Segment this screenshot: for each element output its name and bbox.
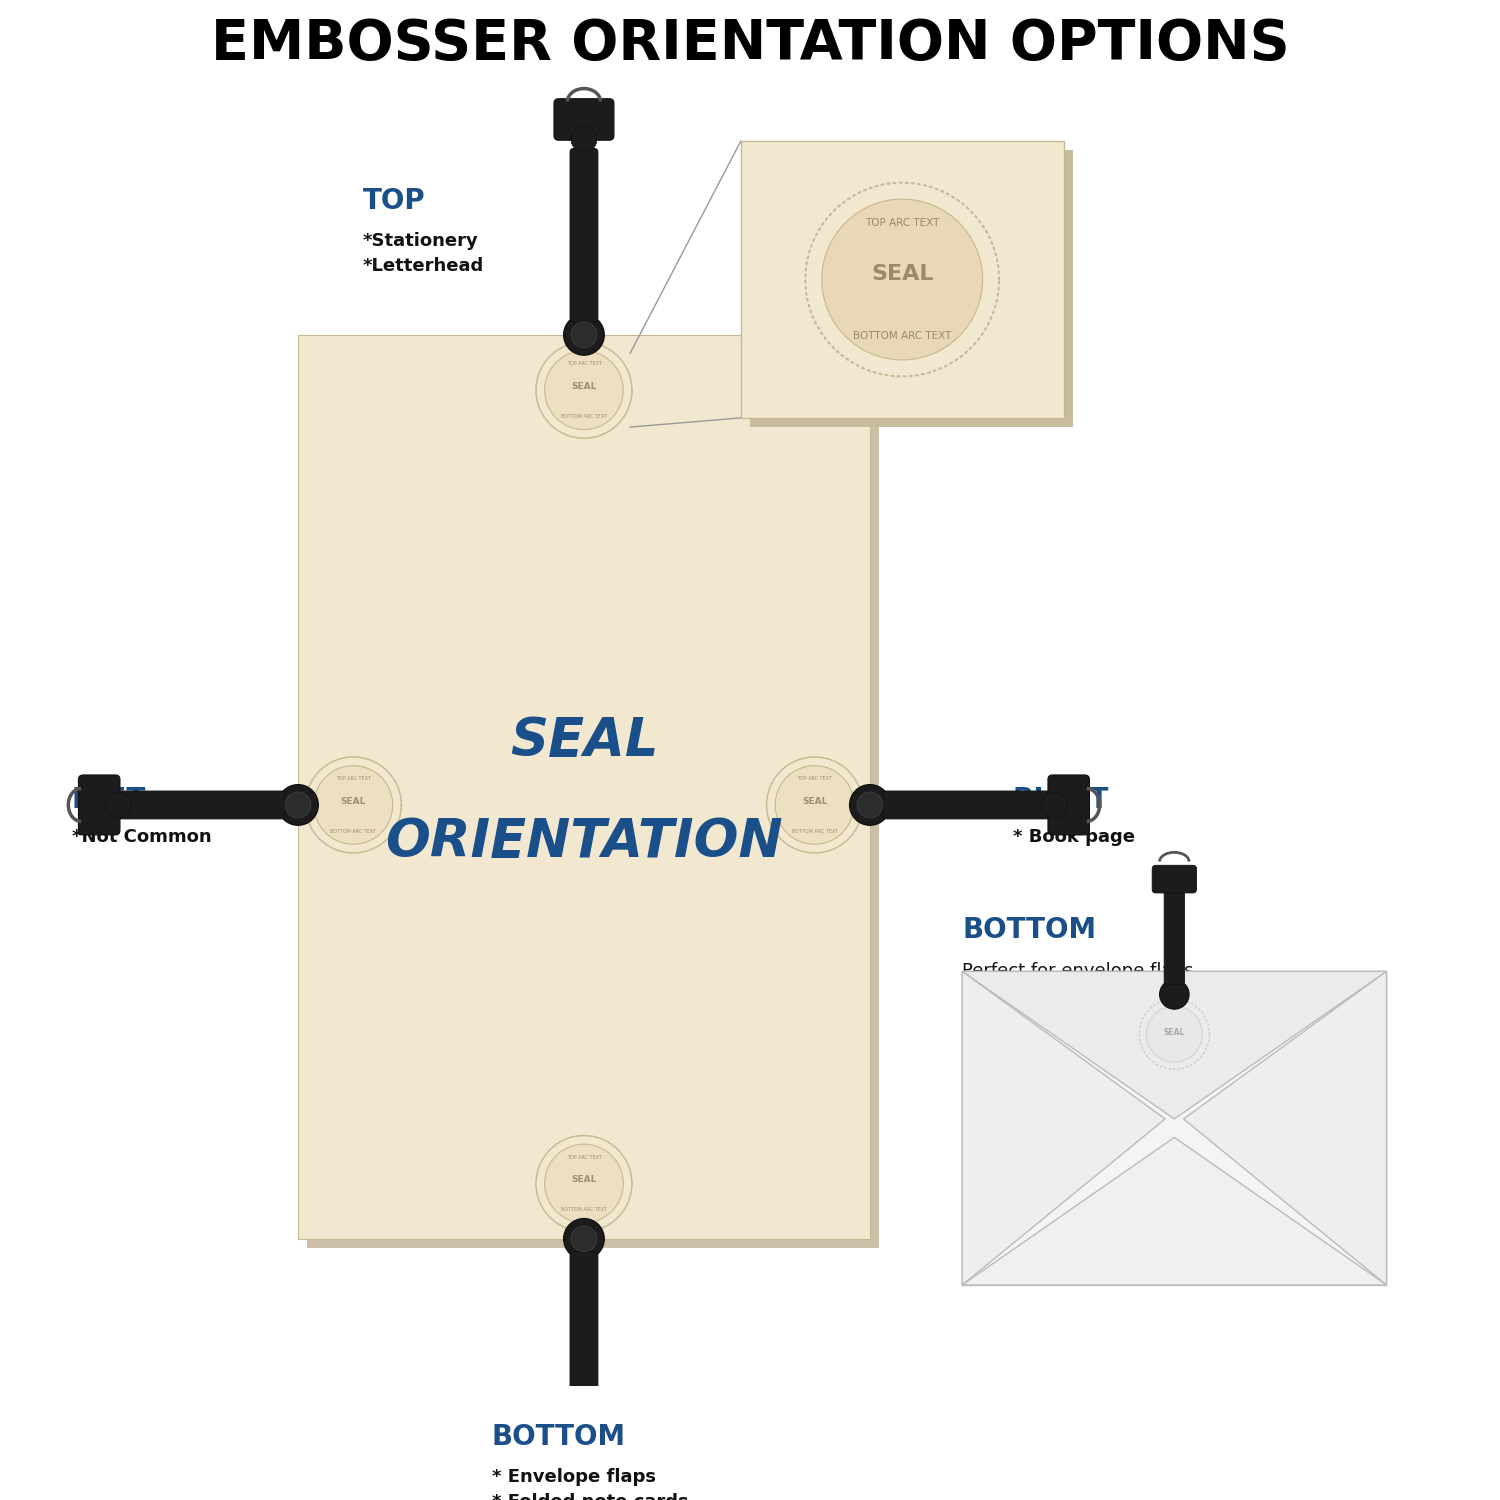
Text: *Stationery
*Letterhead: *Stationery *Letterhead	[363, 231, 484, 274]
FancyBboxPatch shape	[1152, 865, 1197, 892]
Circle shape	[856, 792, 883, 818]
Circle shape	[105, 792, 130, 818]
Circle shape	[572, 1226, 597, 1252]
FancyBboxPatch shape	[741, 141, 1064, 419]
Text: TOP ARC TEXT: TOP ARC TEXT	[336, 776, 370, 782]
Text: TOP ARC TEXT: TOP ARC TEXT	[567, 1155, 602, 1160]
Text: TOP: TOP	[363, 188, 424, 216]
Polygon shape	[962, 1137, 1386, 1286]
Text: BOTTOM: BOTTOM	[492, 1424, 626, 1452]
Text: SEAL: SEAL	[572, 1176, 597, 1185]
Text: TOP ARC TEXT: TOP ARC TEXT	[865, 219, 939, 228]
Circle shape	[572, 322, 597, 348]
Text: SEAL: SEAL	[340, 796, 366, 806]
Text: BOTTOM ARC TEXT: BOTTOM ARC TEXT	[561, 414, 608, 419]
Text: *Not Common: *Not Common	[72, 828, 211, 846]
Text: SEAL: SEAL	[572, 382, 597, 392]
Text: SEAL: SEAL	[1164, 1028, 1185, 1036]
Text: BOTTOM ARC TEXT: BOTTOM ARC TEXT	[561, 1208, 608, 1212]
Circle shape	[564, 315, 604, 356]
Text: BOTTOM: BOTTOM	[962, 916, 1096, 944]
Text: BOTTOM ARC TEXT: BOTTOM ARC TEXT	[330, 830, 376, 834]
Circle shape	[285, 792, 310, 818]
Circle shape	[776, 765, 853, 844]
Circle shape	[314, 765, 393, 844]
Text: EMBOSSER ORIENTATION OPTIONS: EMBOSSER ORIENTATION OPTIONS	[210, 18, 1290, 72]
Circle shape	[544, 1144, 624, 1222]
Circle shape	[1146, 1007, 1203, 1062]
Polygon shape	[962, 972, 1386, 1119]
Circle shape	[564, 1218, 604, 1258]
FancyBboxPatch shape	[570, 148, 598, 322]
Text: TOP ARC TEXT: TOP ARC TEXT	[567, 362, 602, 366]
Text: * Envelope flaps
* Folded note cards: * Envelope flaps * Folded note cards	[492, 1467, 688, 1500]
Circle shape	[1160, 980, 1190, 1010]
FancyBboxPatch shape	[750, 150, 1072, 427]
Text: ORIENTATION: ORIENTATION	[386, 816, 783, 868]
FancyBboxPatch shape	[1164, 886, 1185, 984]
FancyBboxPatch shape	[1048, 776, 1089, 836]
Circle shape	[1041, 792, 1068, 818]
Circle shape	[849, 784, 889, 825]
Circle shape	[822, 200, 983, 360]
FancyBboxPatch shape	[884, 790, 1056, 819]
Text: SEAL: SEAL	[802, 796, 828, 806]
FancyBboxPatch shape	[308, 344, 879, 1248]
Text: BOTTOM ARC TEXT: BOTTOM ARC TEXT	[792, 830, 837, 834]
Polygon shape	[962, 972, 1166, 1286]
Text: SEAL: SEAL	[871, 264, 933, 284]
Circle shape	[544, 351, 624, 429]
Text: * Book page: * Book page	[1013, 828, 1136, 846]
Text: LEFT: LEFT	[72, 786, 146, 814]
Text: RIGHT: RIGHT	[1013, 786, 1110, 814]
Text: TOP ARC TEXT: TOP ARC TEXT	[796, 776, 832, 782]
FancyBboxPatch shape	[78, 776, 120, 836]
Text: Perfect for envelope flaps
or bottom of page seals: Perfect for envelope flaps or bottom of …	[962, 962, 1194, 1005]
Circle shape	[572, 1406, 597, 1431]
Circle shape	[278, 784, 318, 825]
Text: BOTTOM ARC TEXT: BOTTOM ARC TEXT	[853, 330, 951, 340]
FancyBboxPatch shape	[962, 972, 1386, 1286]
FancyBboxPatch shape	[554, 99, 614, 140]
FancyBboxPatch shape	[570, 1252, 598, 1425]
Polygon shape	[1184, 972, 1386, 1286]
FancyBboxPatch shape	[554, 1418, 614, 1458]
FancyBboxPatch shape	[111, 790, 285, 819]
Text: SEAL: SEAL	[510, 714, 658, 766]
Circle shape	[572, 126, 597, 152]
FancyBboxPatch shape	[298, 334, 870, 1239]
